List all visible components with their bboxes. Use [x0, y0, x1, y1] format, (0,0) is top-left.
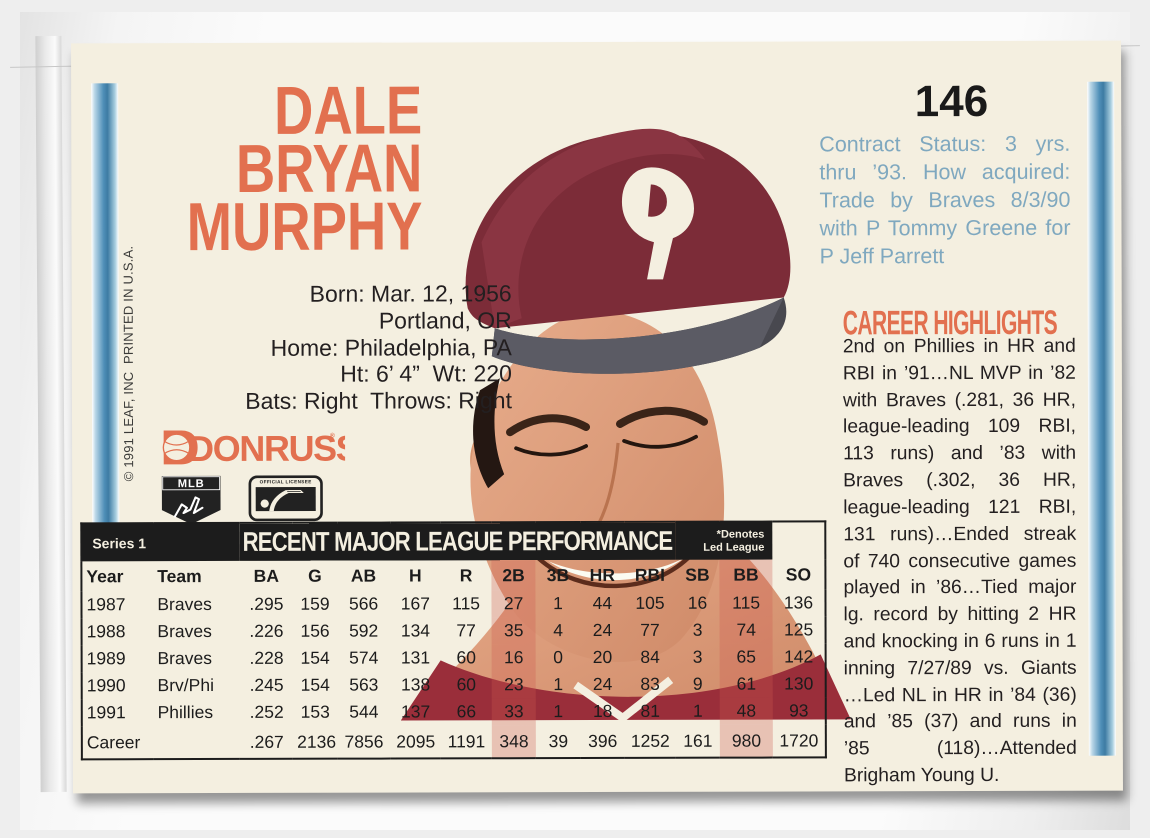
svg-text:®: ® [330, 432, 335, 440]
svg-text:MAJOR LEAGUE BASEBALL: MAJOR LEAGUE BASEBALL [256, 512, 317, 517]
svg-text:OFFICIAL LICENSEE: OFFICIAL LICENSEE [260, 479, 312, 484]
svg-text:DONRUSS: DONRUSS [188, 429, 345, 467]
svg-text:MLB: MLB [178, 478, 205, 490]
